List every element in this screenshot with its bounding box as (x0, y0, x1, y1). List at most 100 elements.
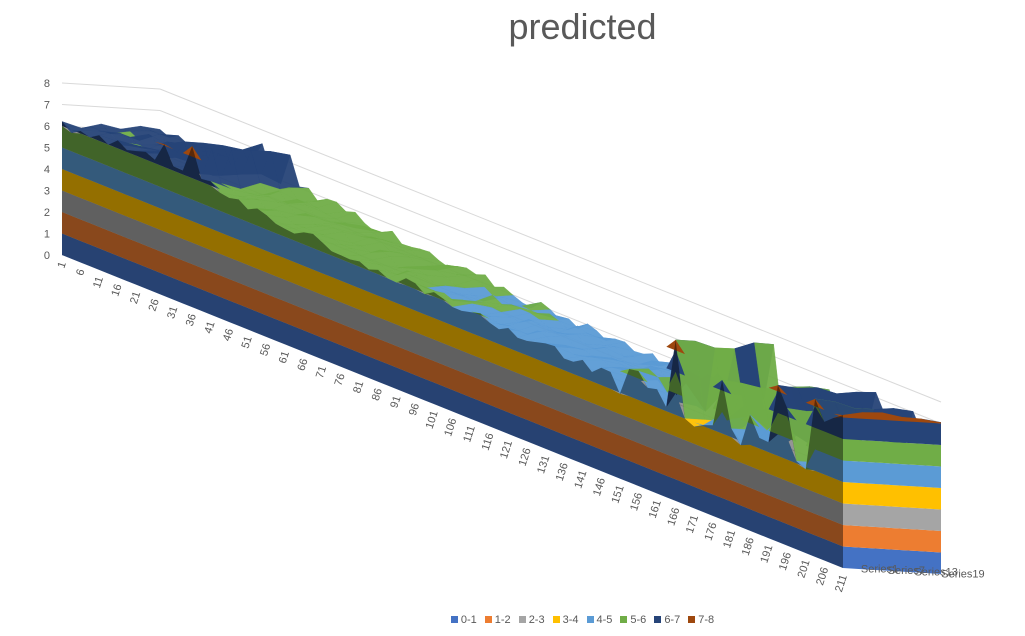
x-tick-label: 46 (221, 327, 236, 342)
x-tick-label: 76 (333, 372, 348, 387)
legend-item: 4-5 (586, 614, 613, 626)
surface-front-face (62, 104, 843, 568)
x-tick-label: 141 (572, 469, 589, 490)
x-tick-label: 131 (535, 454, 552, 475)
front-band-3-4 (62, 169, 843, 504)
x-tick-label: 116 (480, 432, 497, 452)
x-tick-label: 16 (109, 283, 124, 298)
legend-item: 2-3 (518, 614, 545, 626)
chart-title: predicted (508, 6, 657, 47)
legend-label: 7-8 (698, 614, 715, 626)
x-tick-label: 96 (407, 402, 422, 417)
x-tick-label: 81 (351, 379, 366, 394)
x-tick-label: 171 (684, 514, 701, 535)
x-tick-label: 196 (777, 551, 794, 572)
front-band-4-5 (62, 147, 843, 482)
x-tick-label: 121 (498, 439, 515, 460)
legend-label: 3-4 (562, 614, 579, 626)
x-tick-label: 66 (295, 357, 310, 372)
x-tick-label: 6 (74, 268, 87, 278)
front-band-1-2 (62, 212, 843, 547)
front-band-0-1 (62, 233, 843, 568)
legend-label: 5-6 (630, 614, 647, 626)
legend-label: 0-1 (460, 614, 477, 626)
front-shade (62, 121, 843, 568)
end-band-3-4 (843, 482, 941, 510)
legend-label: 6-7 (664, 614, 681, 626)
end-band-7-8 (843, 412, 941, 424)
legend-label: 2-3 (528, 614, 545, 626)
x-tick-label: 21 (128, 290, 143, 305)
gridline-side (61, 104, 161, 111)
x-tick-label: 41 (202, 320, 217, 335)
x-tick-label: 151 (610, 484, 627, 505)
z-tick-label: 2 (44, 207, 50, 219)
x-tick-label: 11 (91, 275, 106, 290)
legend-item: 7-8 (688, 614, 714, 626)
x-tick-label: 26 (147, 297, 162, 312)
series-label: Series7 (888, 565, 925, 577)
x-tick-label: 106 (442, 417, 459, 438)
x-tick-label: 126 (517, 447, 534, 468)
x-tick-label: 31 (165, 305, 180, 320)
x-tick-label: 191 (758, 543, 775, 564)
front-band-2-3 (62, 190, 843, 525)
legend-swatch (688, 616, 696, 623)
x-tick-label: 1 (56, 260, 69, 270)
x-tick-label: 181 (721, 529, 738, 550)
x-tick-label: 186 (740, 536, 757, 557)
legend-item: 6-7 (654, 614, 680, 626)
x-tick-label: 166 (665, 506, 682, 527)
legend-swatch (586, 616, 594, 623)
end-band-5-6 (843, 439, 941, 467)
z-tick-label: 8 (44, 78, 50, 90)
z-tick-label: 1 (44, 229, 50, 241)
legend-label: 4-5 (596, 614, 613, 626)
gridline (159, 88, 942, 403)
x-tick-label: 91 (388, 394, 403, 409)
x-tick-label: 51 (240, 335, 255, 350)
end-band-0-1 (843, 546, 941, 574)
end-band-6-7 (843, 417, 941, 445)
z-tick-label: 7 (44, 100, 50, 112)
series-label: Series1 (861, 563, 898, 575)
x-tick-label: 71 (314, 365, 329, 380)
x-tick-label: 201 (796, 558, 813, 579)
legend-item: 1-2 (484, 614, 511, 626)
front-band-6-7 (62, 121, 843, 439)
front-band-5-6 (62, 126, 843, 461)
legend-item: 3-4 (552, 614, 579, 626)
z-tick-label: 0 (44, 250, 50, 262)
series-label: Series19 (941, 568, 984, 580)
end-band-4-5 (843, 460, 941, 488)
z-tick-label: 5 (44, 143, 50, 155)
z-tick-label: 3 (44, 186, 50, 198)
x-tick-label: 111 (461, 424, 478, 444)
x-tick-label: 36 (184, 312, 199, 327)
legend-label: 1-2 (494, 614, 511, 626)
gridline-side (61, 82, 161, 90)
x-tick-label: 211 (833, 573, 850, 593)
x-tick-label: 61 (277, 350, 292, 365)
legend-swatch (518, 616, 526, 623)
x-tick-label: 176 (703, 521, 720, 542)
x-tick-label: 161 (647, 499, 664, 520)
x-tick-label: 156 (628, 491, 645, 512)
x-tick-label: 206 (814, 566, 831, 587)
legend-swatch (484, 616, 492, 623)
surface-end-face (843, 412, 941, 574)
legend-swatch (620, 616, 628, 623)
z-axis: 0 1 2 3 4 5 6 7 8 (44, 78, 50, 262)
x-tick-label: 86 (370, 387, 385, 402)
x-tick-label: 146 (591, 476, 608, 497)
legend-swatch (552, 616, 560, 623)
legend-swatch (450, 616, 458, 623)
series-label: Series13 (914, 567, 957, 579)
end-band-2-3 (843, 503, 941, 531)
z-tick-label: 6 (44, 121, 50, 133)
x-tick-label: 101 (424, 409, 441, 430)
legend: 0-1 1-2 2-3 3-4 4-5 5-6 6-7 7-8 (0, 614, 1025, 626)
x-tick-label: 56 (258, 342, 273, 357)
